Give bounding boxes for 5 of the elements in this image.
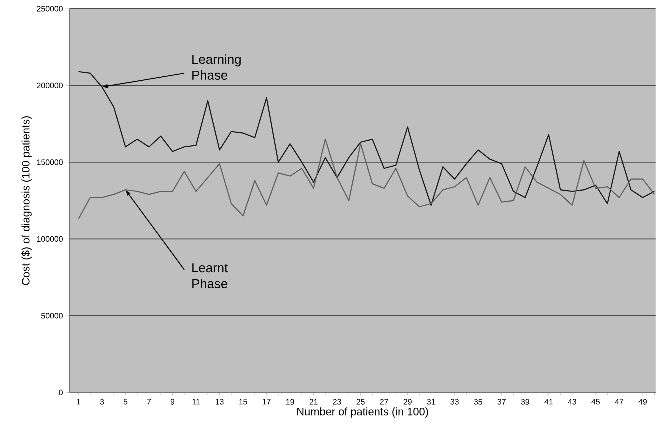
x-axis-title: Number of patients (in 100) bbox=[298, 408, 428, 418]
line-series bbox=[78, 72, 656, 206]
annotation: Learning Phase bbox=[192, 54, 241, 80]
annotation: Learnt Phase bbox=[192, 264, 228, 289]
y-axis-title: Cost ($) of diagnosis (100 patients) bbox=[22, 116, 32, 286]
